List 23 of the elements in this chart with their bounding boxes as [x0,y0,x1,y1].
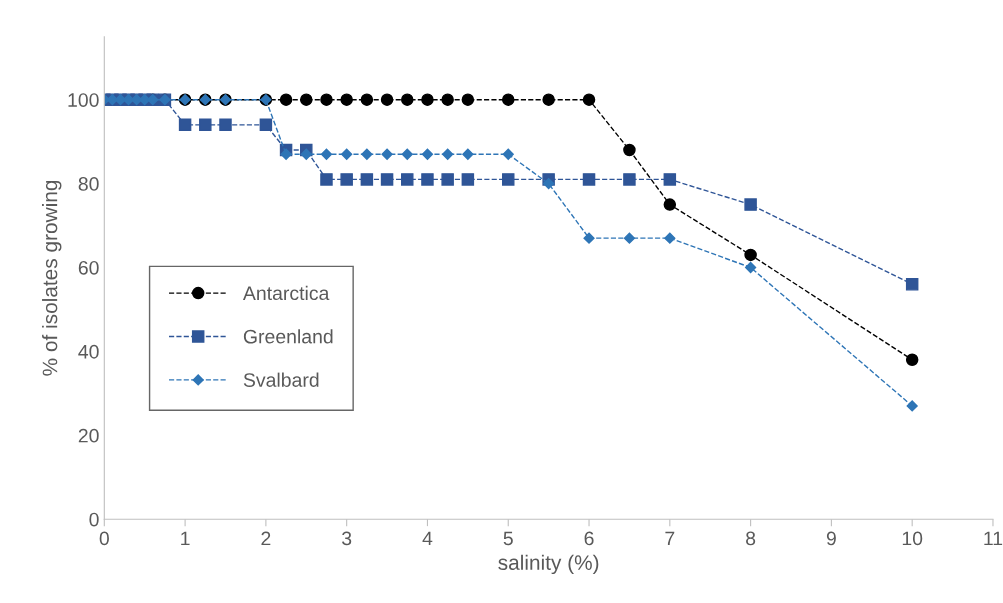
y-axis-title: % of isolates growing [42,180,62,376]
y-tick-label: 0 [89,512,99,527]
x-tick-label: 8 [746,531,756,546]
y-tick-label: 60 [78,260,99,275]
y-tick-label: 40 [78,344,99,359]
x-tick-label: 5 [503,531,513,546]
x-tick-label: 1 [181,531,190,546]
legend-label: Svalbard [243,372,319,387]
x-tick-label: 0 [99,531,109,546]
x-tick-label: 11 [984,531,1003,546]
y-tick-label: 20 [78,428,99,443]
y-tick-label: 80 [78,177,99,191]
x-tick-label: 3 [342,531,352,546]
x-tick-label: 2 [261,531,271,546]
x-tick-label: 6 [584,531,594,546]
x-tick-label: 4 [422,531,433,546]
x-tick-label: 9 [826,531,836,546]
x-tick-label: 7 [665,531,675,546]
x-axis-title: salinity (%) [498,554,599,575]
x-tick-label: 10 [902,531,923,546]
y-tick-label: 100 [68,93,99,107]
legend-label: Antarctica [242,285,330,301]
legend-label: Greenland [243,329,333,344]
